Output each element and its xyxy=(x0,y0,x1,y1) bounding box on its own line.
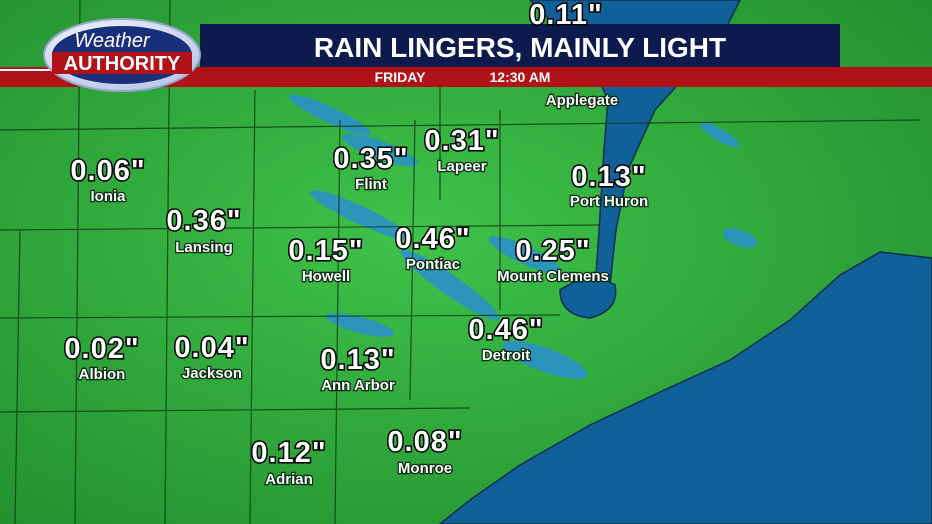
rain-amount: 0.11" xyxy=(529,0,603,31)
rain-amount: 0.06" xyxy=(70,155,145,187)
city-name: Detroit xyxy=(482,347,530,364)
city-name: Adrian xyxy=(265,471,313,488)
city-name: Jackson xyxy=(182,365,242,382)
rain-amount: 0.04" xyxy=(174,332,249,364)
rain-amount: 0.02" xyxy=(64,333,139,365)
rain-amount: 0.12" xyxy=(251,437,326,469)
rain-amount: 0.31" xyxy=(424,125,499,157)
city-name: Ann Arbor xyxy=(321,377,395,394)
city-name: Monroe xyxy=(398,460,452,477)
rain-streaks xyxy=(289,94,758,380)
rain-amount: 0.13" xyxy=(571,161,646,193)
city-name: Lansing xyxy=(175,239,233,256)
city-name: Pontiac xyxy=(406,256,460,273)
rain-amount: 0.46" xyxy=(395,223,470,255)
title: RAIN LINGERS, MAINLY LIGHT xyxy=(314,32,726,63)
location-labels: 0.11" Applegate 0.06"Ionia 0.36" Lansing 0.35… xyxy=(63,0,650,489)
city-name: Lapeer xyxy=(437,158,486,175)
logo-bottom: AUTHORITY xyxy=(64,53,181,75)
rain-amount: 0.25" xyxy=(515,235,590,267)
day: FRIDAY xyxy=(375,69,426,85)
city-name: Albion xyxy=(79,366,126,383)
logo-band xyxy=(52,52,192,74)
city-name: Port Huron xyxy=(570,193,648,210)
rain-amount: 0.36" xyxy=(166,205,241,237)
city-name: Flint xyxy=(355,176,387,193)
rain-amount: 0.15" xyxy=(288,235,363,267)
rain-amount: 0.46" xyxy=(468,314,543,346)
rain-amount: 0.08" xyxy=(387,426,462,458)
subtitle-bar xyxy=(0,67,932,87)
city-name: Applegate xyxy=(546,92,619,109)
city-name: Howell xyxy=(302,268,350,285)
title-bar xyxy=(200,24,840,67)
time: 12:30 AM xyxy=(490,69,551,85)
city-name: Mount Clemens xyxy=(497,268,609,285)
rain-amount: 0.13" xyxy=(320,344,395,376)
header: RAIN LINGERS, MAINLY LIGHT FRIDAY 12:30 … xyxy=(0,18,932,92)
rain-amount: 0.35" xyxy=(333,143,408,175)
logo-top: Weather xyxy=(74,30,151,52)
city-name: Ionia xyxy=(90,188,126,205)
